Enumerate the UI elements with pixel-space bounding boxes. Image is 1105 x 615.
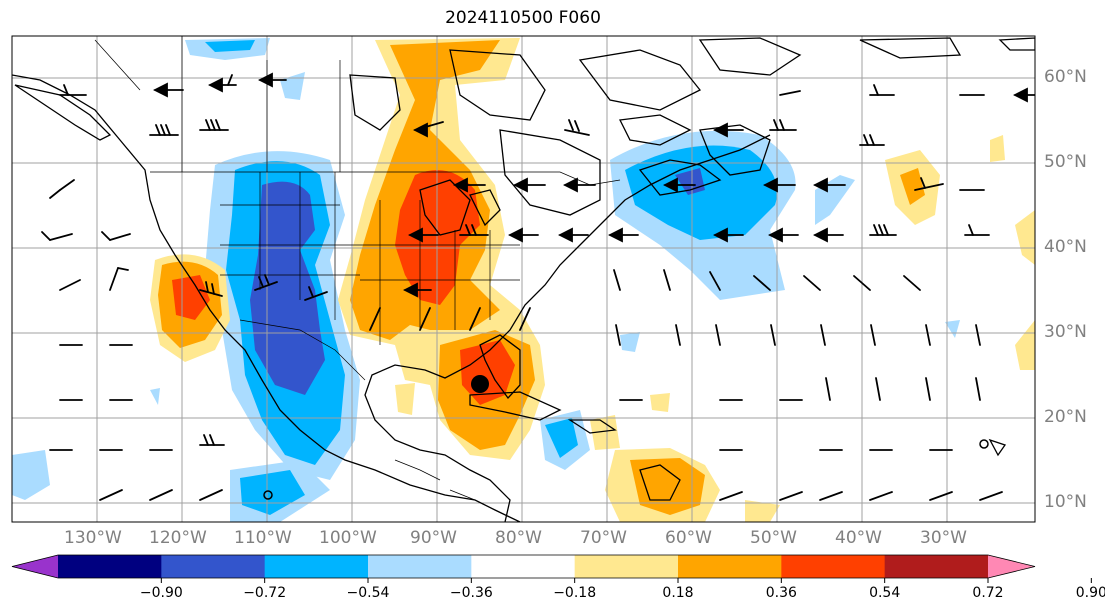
- storm-center-marker: [471, 375, 489, 393]
- lat-lon-grid: [12, 36, 1035, 522]
- chart-title: 2024110500 F060: [445, 8, 601, 28]
- lon-label-70w: 70°W: [580, 528, 627, 548]
- lon-label-30w: 30°W: [920, 528, 967, 548]
- colorbar-tick-label: 0.72: [972, 585, 1004, 601]
- colorbar-segment: [678, 555, 782, 578]
- contour-ring: [263, 490, 273, 500]
- colorbar-tick-label: −0.36: [449, 585, 493, 601]
- colorbar-segment: [884, 555, 989, 578]
- map-frame: [11, 35, 1036, 523]
- lat-label-50n: 50°N: [1044, 152, 1087, 172]
- lon-label-60w: 60°W: [665, 528, 712, 548]
- colorbar-tick-label: −0.72: [243, 585, 287, 601]
- lat-label-20n: 20°N: [1044, 407, 1087, 427]
- colorbar-segment: [781, 555, 886, 578]
- coastlines: [12, 37, 1035, 522]
- colorbar-segment: [264, 555, 369, 578]
- lon-label-100w: 100°W: [319, 528, 377, 548]
- contour-ring: [979, 439, 989, 449]
- map-area: [12, 36, 1035, 522]
- lon-label-110w: 110°W: [234, 528, 292, 548]
- lat-label-40n: 40°N: [1044, 237, 1087, 257]
- colorbar-tick-label: 0.90: [1075, 585, 1105, 601]
- colorbar-segment: [161, 555, 266, 578]
- lon-label-50w: 50°W: [750, 528, 797, 548]
- colorbar-segment: [574, 555, 679, 578]
- lon-label-130w: 130°W: [64, 528, 122, 548]
- political-borders: [94, 36, 621, 501]
- colorbar-extend-high: [988, 555, 1035, 578]
- colorbar-tick-label: 0.18: [662, 585, 694, 601]
- colorbar-tick-label: 0.36: [765, 585, 797, 601]
- lon-label-40w: 40°W: [835, 528, 882, 548]
- lon-label-80w: 80°W: [495, 528, 542, 548]
- wind-barbs: [41, 72, 1035, 501]
- colorbar-tick-label: −0.90: [139, 585, 183, 601]
- colorbar-tick-label: 0.54: [869, 585, 901, 601]
- lat-label-60n: 60°N: [1044, 67, 1087, 87]
- colorbar-segment: [368, 555, 472, 578]
- colorbar-segment: [471, 555, 576, 578]
- colorbar-outline: [11, 554, 1036, 579]
- anomaly-fill-dark-blue: [250, 168, 705, 395]
- colorbar-extend-low: [12, 555, 58, 578]
- lon-label-120w: 120°W: [149, 528, 207, 548]
- colorbar: [11, 554, 1092, 583]
- lon-label-90w: 90°W: [410, 528, 457, 548]
- colorbar-segment: [58, 555, 162, 578]
- lat-label-30n: 30°N: [1044, 322, 1087, 342]
- lat-label-10n: 10°N: [1044, 492, 1087, 512]
- colorbar-tick-label: −0.54: [346, 585, 390, 601]
- colorbar-tick-label: −0.18: [553, 585, 597, 601]
